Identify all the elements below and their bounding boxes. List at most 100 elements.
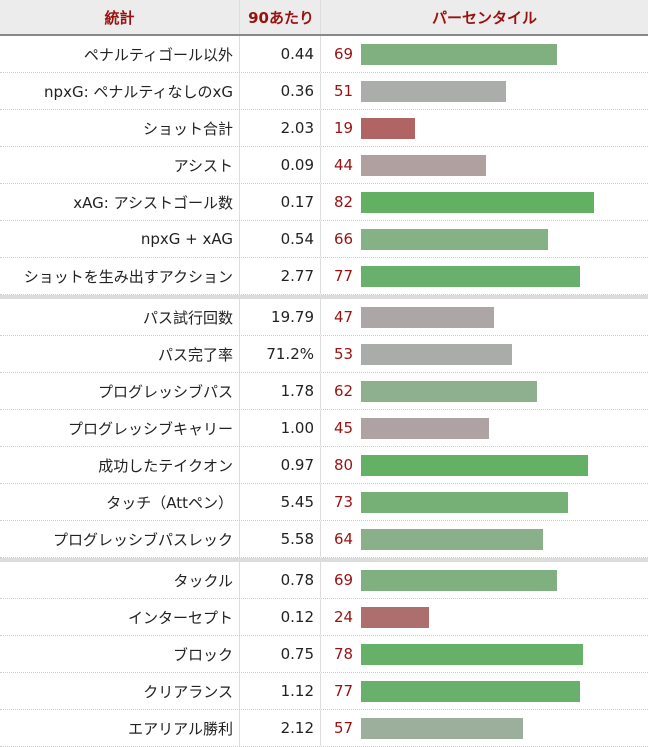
stat-name: ショットを生み出すアクション: [0, 258, 240, 294]
percentile-cell: 80: [321, 447, 648, 483]
percentile-cell: 45: [321, 410, 648, 446]
per90-value: 2.03: [240, 110, 321, 146]
percentile-bar: [361, 417, 489, 439]
percentile-bar: [361, 343, 512, 365]
per90-value: 0.44: [240, 36, 321, 72]
percentile-bar: [361, 228, 549, 250]
table-row: npxG + xAG 0.54 66: [0, 221, 648, 258]
stat-name: 成功したテイクオン: [0, 447, 240, 483]
percentile-cell: 47: [321, 299, 648, 335]
table-row: インターセプト 0.12 24: [0, 599, 648, 636]
per90-value: 1.00: [240, 410, 321, 446]
stat-name: パス完了率: [0, 336, 240, 372]
table-row: パス完了率 71.2% 53: [0, 336, 648, 373]
percentile-value: 77: [334, 682, 354, 700]
percentile-cell: 51: [321, 73, 648, 109]
percentile-bar: [361, 528, 543, 550]
percentile-cell: 57: [321, 710, 648, 746]
percentile-value: 82: [334, 193, 354, 211]
table-row: クリアランス 1.12 77: [0, 673, 648, 710]
percentile-bar: [361, 680, 580, 702]
percentile-bar: [361, 491, 569, 513]
table-row: タッチ（Attペン） 5.45 73: [0, 484, 648, 521]
stat-name: エアリアル勝利: [0, 710, 240, 746]
table-row: プログレッシブパスレック 5.58 64: [0, 521, 648, 558]
stat-name: ショット合計: [0, 110, 240, 146]
percentile-value: 57: [334, 719, 354, 737]
percentile-bar: [361, 454, 589, 476]
table-header: 統計 90あたり パーセンタイル: [0, 0, 648, 36]
per90-value: 1.12: [240, 673, 321, 709]
percentile-cell: 19: [321, 110, 648, 146]
percentile-value: 24: [334, 608, 354, 626]
percentile-bar: [361, 606, 430, 628]
per90-value: 0.09: [240, 147, 321, 183]
percentile-bar: [361, 380, 538, 402]
stat-name: クリアランス: [0, 673, 240, 709]
percentile-value: 53: [334, 345, 354, 363]
percentile-value: 69: [334, 571, 354, 589]
table-row: プログレッシブパス 1.78 62: [0, 373, 648, 410]
table-row: ペナルティゴール以外 0.44 69: [0, 36, 648, 73]
stat-name: ブロック: [0, 636, 240, 672]
stat-name: npxG + xAG: [0, 221, 240, 257]
per90-value: 2.77: [240, 258, 321, 294]
stat-name: インターセプト: [0, 599, 240, 635]
table-row: ショットを生み出すアクション 2.77 77: [0, 258, 648, 295]
percentile-cell: 62: [321, 373, 648, 409]
per90-value: 0.75: [240, 636, 321, 672]
percentile-bar: [361, 191, 594, 213]
percentile-value: 19: [334, 119, 354, 137]
per90-value: 0.12: [240, 599, 321, 635]
per90-value: 0.78: [240, 562, 321, 598]
per90-value: 71.2%: [240, 336, 321, 372]
table-row: npxG: ペナルティなしのxG 0.36 51: [0, 73, 648, 110]
per90-value: 0.54: [240, 221, 321, 257]
table-row: プログレッシブキャリー 1.00 45: [0, 410, 648, 447]
per90-value: 19.79: [240, 299, 321, 335]
percentile-cell: 44: [321, 147, 648, 183]
header-per90[interactable]: 90あたり: [240, 0, 321, 34]
header-percentile[interactable]: パーセンタイル: [431, 8, 537, 27]
stat-name: プログレッシブキャリー: [0, 410, 240, 446]
percentile-cell: 73: [321, 484, 648, 520]
stat-name: タッチ（Attペン）: [0, 484, 240, 520]
percentile-bar: [361, 117, 415, 139]
per90-value: 5.45: [240, 484, 321, 520]
per90-value: 0.17: [240, 184, 321, 220]
percentile-value: 47: [334, 308, 354, 326]
stat-name: アシスト: [0, 147, 240, 183]
percentile-cell: 24: [321, 599, 648, 635]
table-row: 成功したテイクオン 0.97 80: [0, 447, 648, 484]
percentile-cell: 77: [321, 673, 648, 709]
per90-value: 0.97: [240, 447, 321, 483]
stat-name: xAG: アシストゴール数: [0, 184, 240, 220]
stat-name: npxG: ペナルティなしのxG: [0, 73, 240, 109]
section-divider: [0, 295, 648, 299]
percentile-bar: [361, 569, 557, 591]
stat-name: プログレッシブパスレック: [0, 521, 240, 557]
percentile-bar: [361, 154, 486, 176]
percentile-value: 73: [334, 493, 354, 511]
percentile-cell: 77: [321, 258, 648, 294]
percentile-cell: 69: [321, 562, 648, 598]
percentile-cell: 53: [321, 336, 648, 372]
percentile-cell: 82: [321, 184, 648, 220]
table-row: ショット合計 2.03 19: [0, 110, 648, 147]
percentile-value: 66: [334, 230, 354, 248]
percentile-value: 44: [334, 156, 354, 174]
percentile-bar: [361, 265, 580, 287]
header-stat[interactable]: 統計: [0, 0, 240, 34]
percentile-cell: 66: [321, 221, 648, 257]
table-row: アシスト 0.09 44: [0, 147, 648, 184]
percentile-cell: 64: [321, 521, 648, 557]
percentile-value: 78: [334, 645, 354, 663]
percentile-value: 69: [334, 45, 354, 63]
percentile-bar: [361, 306, 495, 328]
percentile-bar: [361, 717, 523, 739]
table-row: ブロック 0.75 78: [0, 636, 648, 673]
stat-name: タックル: [0, 562, 240, 598]
percentile-value: 80: [334, 456, 354, 474]
table-row: xAG: アシストゴール数 0.17 82: [0, 184, 648, 221]
percentile-value: 64: [334, 530, 354, 548]
